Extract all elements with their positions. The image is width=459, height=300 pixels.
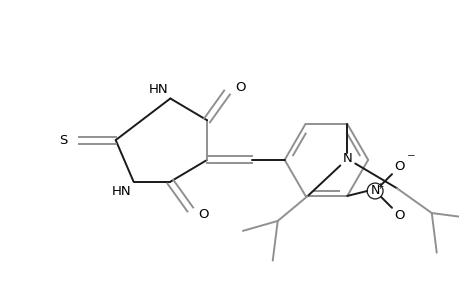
Text: HN: HN	[148, 82, 168, 95]
Text: −: −	[406, 151, 414, 161]
Text: O: O	[198, 208, 208, 221]
Text: O: O	[394, 160, 404, 173]
Text: HN: HN	[112, 185, 131, 198]
Text: O: O	[394, 209, 404, 222]
Text: N: N	[341, 152, 352, 165]
Text: O: O	[235, 81, 245, 94]
Text: +: +	[375, 182, 382, 190]
Text: S: S	[60, 134, 68, 147]
Text: N: N	[369, 184, 379, 197]
